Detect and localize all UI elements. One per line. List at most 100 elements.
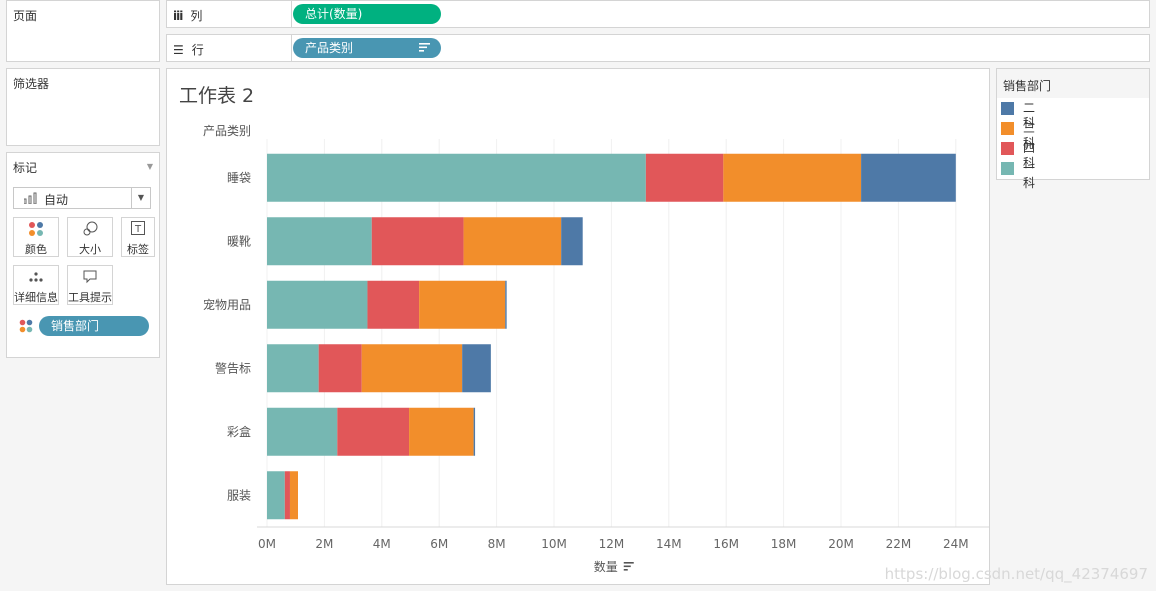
columns-icon: iii bbox=[173, 9, 183, 23]
detail-button[interactable]: 详细信息 bbox=[13, 265, 59, 305]
sort-icon bbox=[623, 562, 634, 564]
x-tick-label: 4M bbox=[373, 537, 391, 551]
bar-segment bbox=[337, 407, 410, 456]
marks-title: 标记 bbox=[13, 161, 38, 175]
bar-segment bbox=[723, 153, 862, 202]
bar-segment bbox=[473, 407, 476, 456]
shelf-divider bbox=[291, 1, 292, 27]
bar-segment bbox=[267, 153, 646, 202]
filters-panel[interactable]: 筛选器 bbox=[6, 68, 160, 146]
legend-swatch bbox=[1001, 102, 1014, 115]
sort-icon bbox=[419, 38, 431, 58]
sort-icon bbox=[623, 565, 631, 568]
bar-segment bbox=[419, 280, 506, 329]
bar-chart: 工作表 2 产品类别 0M 2M 4M 6M 8M 10M 12M 14M 16M 18M 20M 22M… bbox=[179, 85, 989, 574]
sort-icon bbox=[623, 569, 628, 571]
columns-pill[interactable]: 总计(数量) bbox=[293, 4, 441, 24]
bar-segment bbox=[289, 471, 298, 520]
chart-panel: 工作表 2 产品类别 0M 2M 4M 6M 8M 10M 12M 14M 16M 18M 20M 22M… bbox=[166, 68, 990, 585]
legend-swatch bbox=[1001, 122, 1014, 135]
x-tick-label: 2M bbox=[315, 537, 333, 551]
size-icon bbox=[68, 221, 112, 241]
text-label-icon: T bbox=[122, 221, 154, 241]
tooltip-button[interactable]: 工具提示 bbox=[67, 265, 113, 305]
rows-pill[interactable]: 产品类别 bbox=[293, 38, 441, 58]
bar-segment bbox=[267, 471, 285, 520]
bar-segment bbox=[462, 344, 491, 393]
x-axis-title: 数量 bbox=[594, 559, 618, 574]
x-tick-label: 6M bbox=[430, 537, 448, 551]
bar-segment bbox=[861, 153, 956, 202]
legend-label: 一科 bbox=[1023, 161, 1036, 190]
bar-segment bbox=[267, 407, 338, 456]
chevron-down-icon[interactable]: ▼ bbox=[131, 188, 150, 208]
x-tick-label: 14M bbox=[656, 537, 682, 551]
legend-panel: 销售部门 二科 三科 四科 一科 bbox=[996, 68, 1150, 190]
bar-segment bbox=[267, 217, 372, 266]
x-tick-label: 18M bbox=[771, 537, 797, 551]
bar-segment bbox=[267, 344, 319, 393]
detail-button-label: 详细信息 bbox=[14, 291, 58, 304]
rows-icon: ☰ bbox=[173, 43, 184, 57]
color-dots-icon bbox=[14, 221, 58, 241]
legend-label: 三科 bbox=[1023, 121, 1036, 150]
mark-type-value: 自动 bbox=[44, 193, 69, 207]
watermark: https://blog.csdn.net/qq_42374697 bbox=[884, 565, 1148, 583]
svg-text:T: T bbox=[134, 224, 142, 235]
x-tick-label: 10M bbox=[541, 537, 567, 551]
y-tick-label: 警告标 bbox=[215, 360, 251, 375]
x-tick-label: 16M bbox=[713, 537, 739, 551]
rows-shelf[interactable]: ☰ 行 产品类别 bbox=[166, 34, 1150, 62]
bar-segment bbox=[561, 217, 583, 266]
pages-title: 页面 bbox=[13, 9, 38, 23]
legend-header bbox=[997, 69, 1149, 98]
filters-title: 筛选器 bbox=[13, 77, 50, 91]
tooltip-button-label: 工具提示 bbox=[68, 291, 112, 304]
columns-shelf[interactable]: iii 列 总计(数量) bbox=[166, 0, 1150, 28]
label-button[interactable]: T 标签 bbox=[121, 217, 155, 257]
rows-pill-label: 产品类别 bbox=[305, 41, 354, 55]
x-tick-label: 12M bbox=[599, 537, 625, 551]
x-tick-label: 0M bbox=[258, 537, 276, 551]
x-tick-label: 8M bbox=[488, 537, 506, 551]
legend-swatch bbox=[1001, 162, 1014, 175]
sales-dept-pill[interactable]: 销售部门 bbox=[39, 316, 149, 336]
bar-segment bbox=[318, 344, 362, 393]
y-tick-label: 彩盒 bbox=[227, 424, 251, 439]
bar-segment bbox=[371, 217, 464, 266]
mark-type-dropdown[interactable]: 自动 ▼ bbox=[13, 187, 151, 209]
x-tick-label: 24M bbox=[943, 537, 969, 551]
columns-shelf-label: iii 列 bbox=[173, 9, 203, 23]
x-tick-label: 20M bbox=[828, 537, 854, 551]
bar-segment bbox=[463, 217, 562, 266]
x-tick-label: 22M bbox=[886, 537, 912, 551]
marks-panel: 标记 ▼ 自动 ▼ 颜色 大小 T 标签 详细信息 工具提示 bbox=[6, 152, 160, 358]
bar-segment bbox=[645, 153, 724, 202]
bar-chart-icon bbox=[23, 192, 40, 207]
size-button-label: 大小 bbox=[79, 243, 101, 256]
marks-collapse-icon[interactable]: ▼ bbox=[146, 162, 153, 171]
bar-segment bbox=[409, 407, 474, 456]
legend-title: 销售部门 bbox=[1003, 79, 1052, 93]
y-axis-title: 产品类别 bbox=[203, 124, 251, 138]
color-button-label: 颜色 bbox=[25, 243, 47, 256]
label-button-label: 标签 bbox=[127, 243, 149, 256]
detail-dots-icon bbox=[14, 269, 58, 289]
tooltip-icon bbox=[68, 269, 112, 289]
chart-title: 工作表 2 bbox=[179, 85, 254, 107]
bar-segment bbox=[367, 280, 420, 329]
y-tick-label: 服装 bbox=[227, 488, 251, 502]
legend-label: 二科 bbox=[1023, 101, 1036, 130]
pages-panel: 页面 bbox=[6, 0, 160, 62]
size-button[interactable]: 大小 bbox=[67, 217, 113, 257]
y-tick-label: 睡袋 bbox=[227, 171, 251, 185]
legend-swatch bbox=[1001, 142, 1014, 155]
color-field-icon bbox=[19, 319, 33, 336]
bar-segment bbox=[267, 280, 368, 329]
shelf-divider bbox=[291, 35, 292, 61]
y-tick-label: 暖靴 bbox=[227, 234, 251, 248]
bar-segment bbox=[284, 471, 290, 520]
legend-label: 四科 bbox=[1023, 141, 1036, 170]
bar-segment bbox=[361, 344, 463, 393]
color-button[interactable]: 颜色 bbox=[13, 217, 59, 257]
